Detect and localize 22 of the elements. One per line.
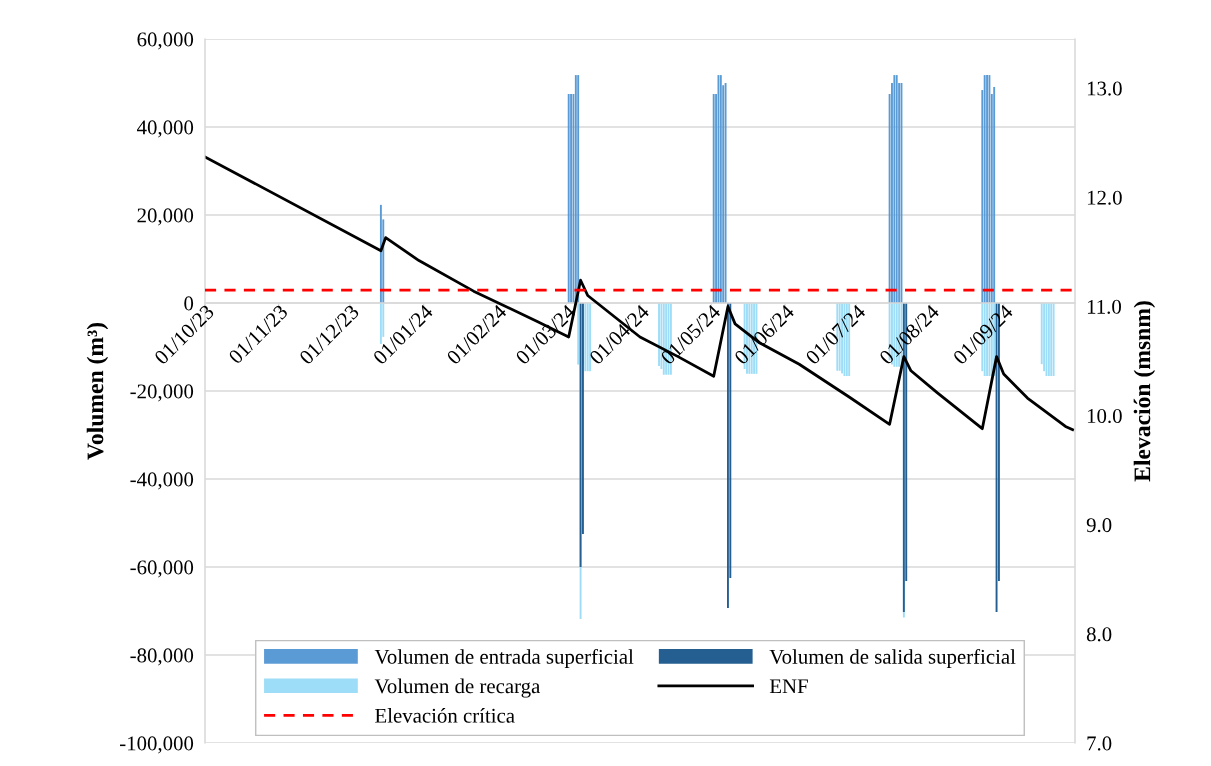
y2-tick-label: 11.0 xyxy=(1087,299,1121,314)
y2-tick-label: 12.0 xyxy=(1087,190,1122,205)
y-tick-label: 20,000 xyxy=(137,208,194,226)
y2-tick-label: 7.0 xyxy=(1087,736,1112,751)
y-tick-label: 60,000 xyxy=(137,32,194,50)
y2-tick-label: 13.0 xyxy=(1087,81,1122,96)
y-tick-label: 40,000 xyxy=(137,120,194,138)
y-tick-label: -100,000 xyxy=(120,736,194,754)
y2-tick-label: 9.0 xyxy=(1086,518,1112,533)
legend-label: Volumen de recarga xyxy=(374,678,541,698)
y2-axis-title: Elevación (msnm) xyxy=(1133,301,1156,482)
legend-label: Volumen de entrada superficial xyxy=(374,648,634,669)
y-tick-label: -20,000 xyxy=(130,384,194,402)
y-tick-label: -60,000 xyxy=(130,560,194,578)
y-tick-label: -80,000 xyxy=(130,648,194,666)
y2-tick-label: 10.0 xyxy=(1087,408,1122,424)
y-axis-title: Volumen (m³) xyxy=(86,323,109,460)
legend-label: Elevación crítica xyxy=(375,708,515,723)
legend-label: ENF xyxy=(769,679,808,694)
y-tick-label: -40,000 xyxy=(130,472,194,490)
y2-tick-label: 8.0 xyxy=(1086,627,1112,642)
legend-label: Volumen de salida superficial xyxy=(769,648,1016,669)
